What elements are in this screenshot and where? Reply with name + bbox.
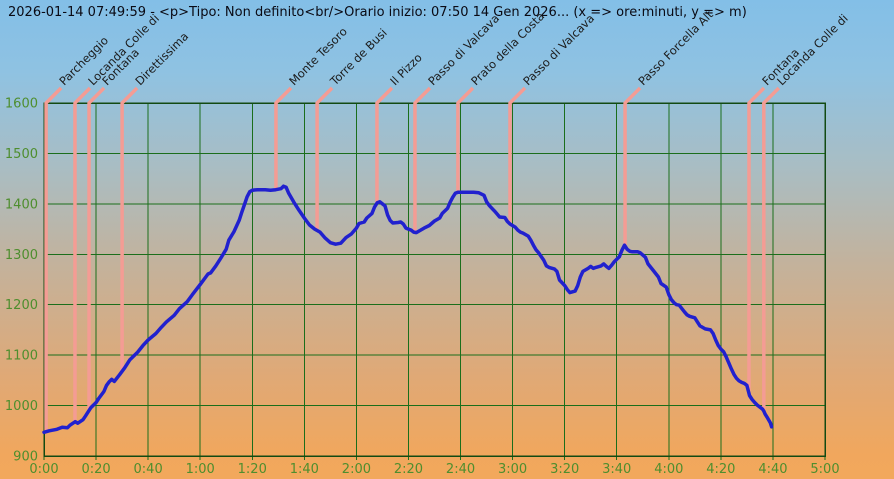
waypoint-label: Passo di Valcava [425,11,502,88]
y-tick-label: 1200 [5,298,38,313]
chart-title: 2026-01-14 07:49:59 - <p>Tipo: Non defin… [8,5,747,20]
x-tick-label: 3:00 [498,462,527,477]
waypoint-label: Locanda Colle di [774,11,851,88]
plot-border [43,102,826,457]
x-tick-label: 2:40 [446,462,475,477]
x-tick-label: 4:20 [706,462,735,477]
x-tick-label: 2:00 [342,462,371,477]
y-tick-label: 1400 [5,197,38,212]
x-tick-label: 0:20 [81,462,110,477]
waypoint-marker-line [623,86,642,246]
x-tick-label: 4:00 [654,462,683,477]
waypoint-marker-line [120,86,139,372]
waypoint-marker-line [73,86,92,422]
x-tick-label: 3:40 [602,462,631,477]
y-tick-label: 1600 [5,97,38,112]
waypoint-marker-line [762,86,781,412]
waypoint-label: Passo Forcella Alt [635,7,716,88]
waypoint-marker-line [44,86,63,432]
x-tick-label: 0:40 [134,462,163,477]
x-tick-label: 0:00 [29,462,58,477]
waypoint-marker-line [413,86,432,233]
x-tick-label: 1:40 [290,462,319,477]
waypoint-marker-line [456,86,475,193]
waypoint-label: Il Pizzo [387,50,425,88]
waypoint-marker-line [87,86,106,411]
waypoint-marker-line [508,86,527,224]
waypoint-marker-line [315,86,334,231]
y-tick-label: 1000 [5,399,38,414]
y-tick-label: 900 [13,450,38,465]
waypoint-marker-line [375,86,394,204]
waypoint-marker-line [747,86,766,394]
x-tick-label: 2:20 [394,462,423,477]
elevation-profile-line [42,184,774,435]
y-tick-label: 1100 [5,349,38,364]
x-tick-label: 5:00 [810,462,839,477]
y-tick-label: 1300 [5,248,38,263]
x-tick-label: 4:40 [758,462,787,477]
x-tick-label: 1:20 [238,462,267,477]
x-tick-label: 1:00 [186,462,215,477]
x-tick-label: 3:20 [550,462,579,477]
waypoint-marker-line [274,86,293,190]
y-tick-label: 1500 [5,147,38,162]
